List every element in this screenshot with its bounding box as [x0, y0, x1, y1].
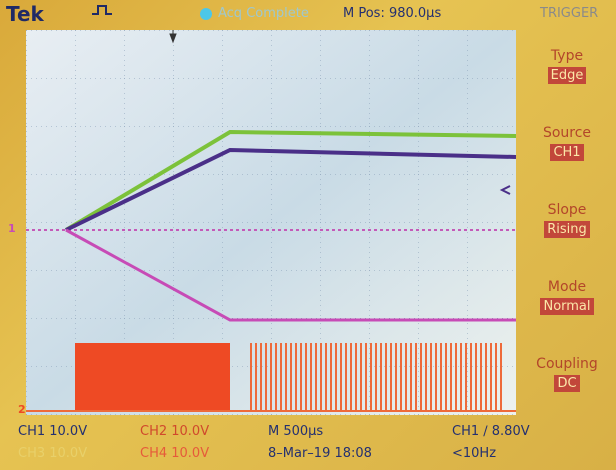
pulse-train [250, 343, 505, 411]
menu-value-wrap: Edge [522, 64, 612, 84]
menu-button[interactable]: Coupling DC [522, 356, 612, 392]
status-text: CH2 10.0V [140, 424, 209, 439]
menu-value: CH1 [550, 144, 583, 161]
menu-label: Source [522, 125, 612, 141]
page: {"header": {"brand": "Tek", "status": "A… [0, 0, 616, 470]
trigger-icon [92, 6, 112, 14]
menu-button[interactable]: Source CH1 [522, 125, 612, 161]
menu-button[interactable]: Type Edge [522, 48, 612, 84]
menu-value-wrap: Rising [522, 218, 612, 238]
menu-title: TRIGGER [540, 6, 598, 21]
menu-button[interactable]: Mode Normal [522, 279, 612, 315]
menu-value-wrap: DC [522, 372, 612, 392]
status-text: CH1 10.0V [18, 424, 87, 439]
menu-label: Slope [522, 202, 612, 218]
status-dot [200, 8, 212, 20]
menu-value: Normal [540, 298, 593, 315]
status-text: CH3 10.0V [18, 446, 87, 461]
status: Acq Complete [218, 6, 309, 21]
status-text: CH4 10.0V [140, 446, 209, 461]
position: M Pos: 980.0µs [343, 6, 441, 21]
menu-label: Type [522, 48, 612, 64]
menu-value-wrap: Normal [522, 295, 612, 315]
menu-button[interactable]: Slope Rising [522, 202, 612, 238]
ch1-marker: 1 [8, 222, 16, 235]
body: Tek Acq Complete M Pos: 980.0µs TRIGGER … [0, 0, 616, 470]
menu-label: Mode [522, 279, 612, 295]
menu-value: Edge [548, 67, 587, 84]
oscilloscope: Tek Acq Complete M Pos: 980.0µs TRIGGER … [0, 0, 616, 470]
pulse-burst [75, 343, 230, 411]
status-text: 8–Mar–19 18:08 [268, 446, 372, 461]
status-text: M 500µs [268, 424, 323, 439]
menu-label: Coupling [522, 356, 612, 372]
menu-value: Rising [544, 221, 590, 238]
status-text: <10Hz [452, 446, 496, 461]
menu-value: DC [554, 375, 579, 392]
brand: Tek [6, 2, 44, 26]
ch2-marker: 2 [18, 403, 26, 416]
status-text: CH1 ∕ 8.80V [452, 424, 530, 439]
menu-value-wrap: CH1 [522, 141, 612, 161]
